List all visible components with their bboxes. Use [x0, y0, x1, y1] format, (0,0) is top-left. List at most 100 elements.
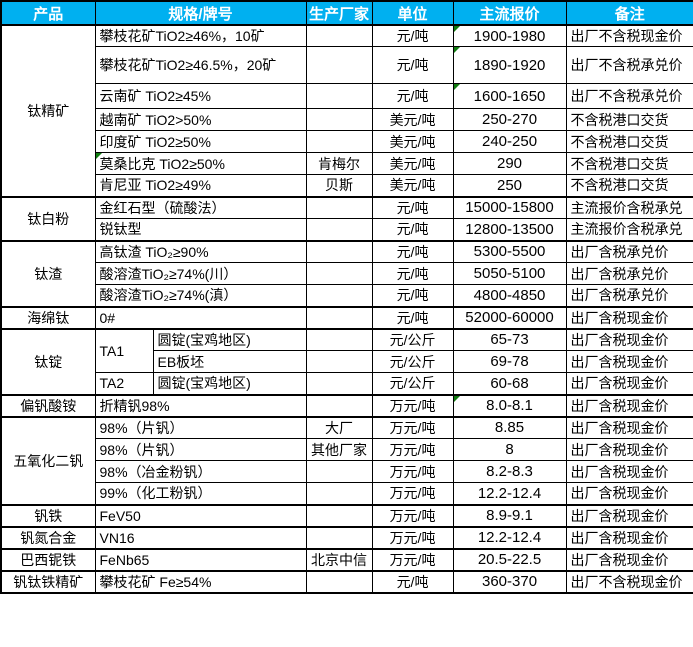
spec-cell: 莫桑比克 TiO2≥50% — [94, 152, 307, 175]
note-cell: 出厂含税现金价 — [565, 503, 693, 527]
unit-cell: 元/吨 — [371, 239, 454, 263]
table-row: 钛锭 TA1 圆锭(宝鸡地区) 元/公斤 65-73 出厂含税现金价 — [0, 327, 693, 395]
unit-cell: 元/吨 — [371, 24, 454, 47]
manufacturer-cell — [305, 482, 373, 505]
manufacturer-cell: 其他厂家 — [305, 438, 373, 461]
unit-cell: 美元/吨 — [371, 108, 454, 131]
table-row: 印度矿 TiO2≥50% 美元/吨 240-250 不含税港口交货 — [1, 130, 693, 153]
unit-cell: 元/吨 — [371, 218, 454, 241]
unit-cell: 元/吨 — [371, 83, 454, 109]
unit-cell: 元/吨 — [371, 262, 454, 285]
error-flag-icon — [454, 396, 460, 402]
table-row: 莫桑比克 TiO2≥50% 肯梅尔 美元/吨 290 不含税港口交货 — [1, 152, 693, 175]
price-cell: 60-68 — [452, 372, 567, 395]
manufacturer-cell — [305, 569, 373, 593]
note-cell: 不含税港口交货 — [565, 108, 693, 131]
spec-cell: 金红石型（硫酸法） — [94, 195, 307, 219]
manufacturer-cell — [305, 262, 373, 285]
manufacturer-cell — [305, 393, 373, 417]
table-row: 云南矿 TiO2≥45% 元/吨 1600-1650 出厂不含税承兑价 — [1, 83, 693, 109]
note-cell: 出厂含税现金价 — [565, 547, 693, 571]
note-cell: 出厂含税现金价 — [565, 415, 693, 439]
price-cell: 8.9-9.1 — [452, 503, 567, 527]
note-cell: 不含税港口交货 — [565, 152, 693, 175]
note-cell: 出厂含税现金价 — [565, 525, 693, 549]
spec-cell: FeNb65 — [94, 547, 307, 571]
table-row: 越南矿 TiO2>50% 美元/吨 250-270 不含税港口交货 — [1, 108, 693, 131]
product-cell: 钒铁 — [0, 503, 96, 527]
price-cell: 15000-15800 — [452, 195, 567, 219]
unit-cell: 万元/吨 — [371, 438, 454, 461]
manufacturer-cell: 肯梅尔 — [305, 152, 373, 175]
price-value: 1900-1980 — [473, 27, 546, 45]
price-cell: 1890-1920 — [452, 46, 567, 84]
table-row: 肯尼亚 TiO2≥49% 贝斯 美元/吨 250 不含税港口交货 — [1, 174, 693, 197]
price-value: 1890-1920 — [473, 56, 546, 74]
manufacturer-cell — [305, 372, 373, 395]
unit-cell: 元/公斤 — [371, 327, 454, 351]
spec-value: 莫桑比克 TiO2≥50% — [99, 155, 225, 172]
manufacturer-cell — [305, 46, 373, 84]
manufacturer-cell — [305, 305, 373, 329]
product-cell: 钒氮合金 — [0, 525, 96, 549]
note-cell: 出厂含税承兑价 — [565, 262, 693, 285]
header-row: 产品 规格/牌号 生产厂家 单位 主流报价 备注 — [0, 0, 693, 26]
subspec-cell: 圆锭(宝鸡地区) — [152, 372, 307, 395]
unit-cell: 万元/吨 — [371, 482, 454, 505]
price-value: 1600-1650 — [473, 87, 546, 105]
product-cell: 钛锭 — [0, 327, 96, 395]
table-row: 钛精矿 攀枝花矿TiO2≥46%，10矿 元/吨 1900-1980 出厂不含税… — [0, 24, 693, 197]
price-cell: 52000-60000 — [452, 305, 567, 329]
manufacturer-cell — [305, 460, 373, 483]
price-cell: 290 — [452, 152, 567, 175]
table-row: 攀枝花矿TiO2≥46.5%，20矿 元/吨 1890-1920 出厂不含税承兑… — [1, 46, 693, 84]
col-header-unit: 单位 — [371, 0, 454, 26]
price-cell: 4800-4850 — [452, 284, 567, 307]
note-cell: 出厂含税现金价 — [565, 482, 693, 505]
spec-cell: 98%（冶金粉钒） — [94, 460, 307, 483]
col-header-product: 产品 — [0, 0, 96, 26]
price-cell: 360-370 — [452, 569, 567, 593]
ta-grade-cell: TA1 — [94, 327, 154, 373]
col-header-manufacturer: 生产厂家 — [305, 0, 373, 26]
product-cell: 偏钒酸铵 — [0, 393, 96, 417]
spec-cell: 肯尼亚 TiO2≥49% — [94, 174, 307, 197]
unit-cell: 万元/吨 — [371, 547, 454, 571]
manufacturer-cell: 贝斯 — [305, 174, 373, 197]
unit-cell: 元/公斤 — [371, 372, 454, 395]
subspec-cell: EB板坯 — [152, 350, 307, 373]
table-row: 99%（化工粉钒） 万元/吨 12.2-12.4 出厂含税现金价 — [1, 482, 693, 505]
note-cell: 出厂不含税承兑价 — [565, 46, 693, 84]
unit-cell: 万元/吨 — [371, 503, 454, 527]
spec-cell: 攀枝花矿TiO2≥46%，10矿 — [94, 24, 307, 47]
table-row: 98%（冶金粉钒） 万元/吨 8.2-8.3 出厂含税现金价 — [1, 460, 693, 483]
unit-cell: 元/吨 — [371, 305, 454, 329]
spec-cell: 折精钒98% — [94, 393, 307, 417]
product-cell: 钛渣 — [0, 239, 96, 307]
manufacturer-cell: 北京中信 — [305, 547, 373, 571]
unit-cell: 万元/吨 — [371, 460, 454, 483]
table-row: 偏钒酸铵 折精钒98% 万元/吨 8.0-8.1 出厂含税现金价 — [0, 393, 693, 417]
spec-cell: 酸溶渣TiO₂≥74%(川） — [94, 262, 307, 285]
note-cell: 出厂不含税现金价 — [565, 569, 693, 593]
price-cell: 12.2-12.4 — [452, 525, 567, 549]
unit-cell: 美元/吨 — [371, 130, 454, 153]
price-cell: 8.0-8.1 — [452, 393, 567, 417]
spec-cell: VN16 — [94, 525, 307, 549]
manufacturer-cell: 大厂 — [305, 415, 373, 439]
unit-cell: 万元/吨 — [371, 415, 454, 439]
spec-cell: 酸溶渣TiO₂≥74%(滇） — [94, 284, 307, 307]
unit-cell: 万元/吨 — [371, 393, 454, 417]
note-cell: 出厂含税现金价 — [565, 438, 693, 461]
price-cell: 250-270 — [452, 108, 567, 131]
col-header-spec: 规格/牌号 — [94, 0, 307, 26]
product-cell: 钒钛铁精矿 — [0, 569, 96, 593]
note-cell: 出厂含税现金价 — [565, 372, 693, 395]
unit-cell: 元/吨 — [371, 46, 454, 84]
price-cell: 5300-5500 — [452, 239, 567, 263]
note-cell: 出厂含税现金价 — [565, 393, 693, 417]
spec-cell: 98%（片钒） — [94, 415, 307, 439]
note-cell: 出厂含税承兑价 — [565, 284, 693, 307]
note-cell: 出厂含税承兑价 — [565, 239, 693, 263]
manufacturer-cell — [305, 195, 373, 219]
